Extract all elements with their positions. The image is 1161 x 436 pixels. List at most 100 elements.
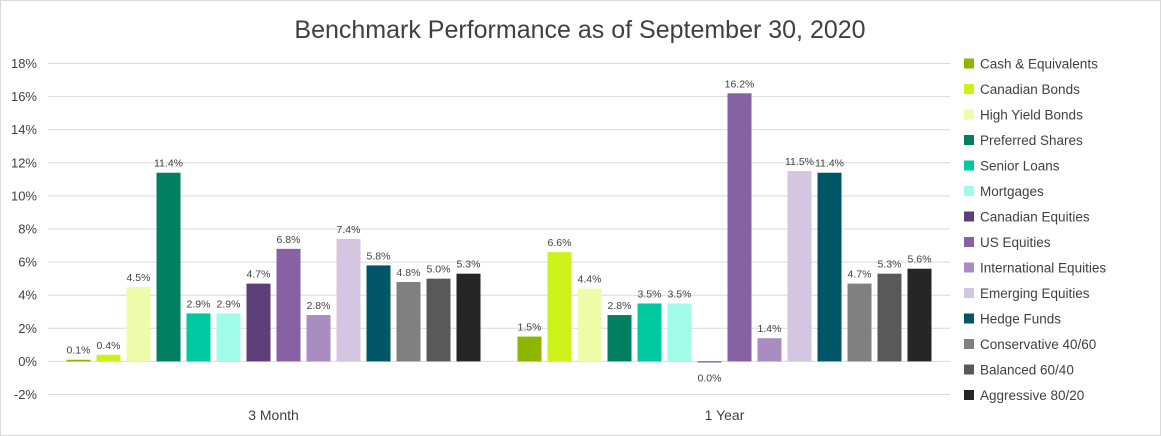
legend-entry: Aggressive 80/20 xyxy=(980,388,1084,403)
legend-swatch xyxy=(964,262,974,273)
legend-swatch xyxy=(964,390,974,400)
x-tick-label: 1 Year xyxy=(705,407,745,423)
data-label: 4.4% xyxy=(578,274,602,286)
legend-swatch xyxy=(964,160,974,171)
data-label: 3.5% xyxy=(638,288,662,300)
data-label: 2.9% xyxy=(217,298,241,310)
bar xyxy=(727,93,752,362)
data-label: 4.7% xyxy=(247,269,271,281)
data-label: 5.0% xyxy=(427,264,451,276)
y-tick-label: 0% xyxy=(18,354,37,369)
data-label: 11.4% xyxy=(154,158,183,170)
data-label: 2.8% xyxy=(307,300,331,312)
bar xyxy=(276,248,301,362)
legend-swatch xyxy=(964,237,974,247)
bar xyxy=(186,313,211,362)
data-label: 5.3% xyxy=(457,259,481,271)
bar xyxy=(607,315,632,362)
bar xyxy=(306,315,331,362)
legend-entry: Hedge Funds xyxy=(980,312,1061,327)
bar xyxy=(426,278,451,362)
legend-entry: High Yield Bonds xyxy=(980,108,1083,123)
data-label: 1.4% xyxy=(758,323,782,335)
y-tick-label: 8% xyxy=(18,222,37,237)
legend-entry: Balanced 60/40 xyxy=(980,363,1074,378)
gridlines xyxy=(48,63,950,395)
legend-swatch xyxy=(964,109,974,120)
y-tick-label: 14% xyxy=(11,122,37,137)
y-tick-label: 12% xyxy=(11,155,37,170)
y-axis-ticks: -2% 0% 2% 4% 6% 8% 10% 12% 14% 16% 18% xyxy=(11,56,37,402)
data-label: 0.0% xyxy=(698,372,722,384)
bar xyxy=(847,283,872,362)
bar xyxy=(366,265,391,362)
x-tick-label: 3 Month xyxy=(248,407,299,423)
bar xyxy=(697,361,722,363)
bar xyxy=(787,171,812,362)
legend: Cash & Equivalents Canadian Bonds High Yie… xyxy=(964,57,1106,403)
legend-swatch xyxy=(964,288,974,298)
legend-entry: Conservative 40/60 xyxy=(980,337,1096,352)
y-tick-label: 16% xyxy=(11,89,37,104)
x-axis-ticks: 3 Month 1 Year xyxy=(248,407,744,423)
bar xyxy=(907,268,932,362)
data-labels: 0.1% 0.4% 4.5% 11.4% 2.9% 2.9% 4.7% 6.8% 2.8% 7.4… xyxy=(67,78,932,384)
bar xyxy=(216,313,241,362)
data-label: 2.9% xyxy=(187,298,211,310)
data-label: 1.5% xyxy=(518,322,542,334)
bar xyxy=(757,338,782,362)
y-tick-label: 18% xyxy=(11,56,37,71)
legend-swatch xyxy=(964,58,974,69)
data-label: 5.6% xyxy=(908,254,932,266)
legend-swatch xyxy=(964,364,974,375)
bar xyxy=(517,336,542,362)
y-tick-label: 10% xyxy=(11,188,37,203)
y-tick-label: 4% xyxy=(18,288,37,303)
data-label: 4.5% xyxy=(127,272,151,284)
bar xyxy=(246,283,271,362)
bar xyxy=(877,273,902,362)
legend-swatch xyxy=(964,84,974,94)
bar xyxy=(456,273,481,362)
legend-swatch xyxy=(964,211,974,222)
y-tick-label: -2% xyxy=(14,387,38,402)
data-label: 2.8% xyxy=(608,300,632,312)
bar xyxy=(637,303,662,362)
legend-entry: US Equities xyxy=(980,235,1051,250)
legend-entry: Preferred Shares xyxy=(980,133,1083,148)
legend-entry: Emerging Equities xyxy=(980,286,1090,301)
bar xyxy=(336,238,361,362)
legend-entry: Canadian Bonds xyxy=(980,82,1080,97)
bar xyxy=(547,252,572,362)
legend-swatch xyxy=(964,313,974,324)
data-label: 11.4% xyxy=(815,158,844,170)
bar xyxy=(66,359,91,362)
legend-entry: Mortgages xyxy=(980,184,1044,199)
data-label: 11.5% xyxy=(785,156,814,168)
bar xyxy=(396,281,421,362)
data-label: 4.8% xyxy=(397,267,421,279)
bar xyxy=(667,303,692,362)
data-label: 6.6% xyxy=(548,237,572,249)
bars xyxy=(66,93,932,363)
data-label: 5.3% xyxy=(878,259,902,271)
legend-entry: Cash & Equivalents xyxy=(980,57,1098,72)
bar xyxy=(817,172,842,362)
y-tick-label: 6% xyxy=(18,255,37,270)
bar xyxy=(96,354,121,362)
y-tick-label: 2% xyxy=(18,321,37,336)
bar xyxy=(577,288,602,362)
data-label: 4.7% xyxy=(848,269,872,281)
bar xyxy=(156,172,181,362)
data-label: 5.8% xyxy=(367,250,391,262)
data-label: 7.4% xyxy=(337,224,361,236)
data-label: 16.2% xyxy=(725,78,755,90)
bar xyxy=(126,286,151,362)
data-label: 3.5% xyxy=(668,288,692,300)
data-label: 0.1% xyxy=(67,345,91,357)
legend-entry: International Equities xyxy=(980,261,1106,276)
legend-swatch xyxy=(964,339,974,349)
legend-swatch xyxy=(964,135,974,145)
chart-title: Benchmark Performance as of September 30… xyxy=(294,16,865,44)
